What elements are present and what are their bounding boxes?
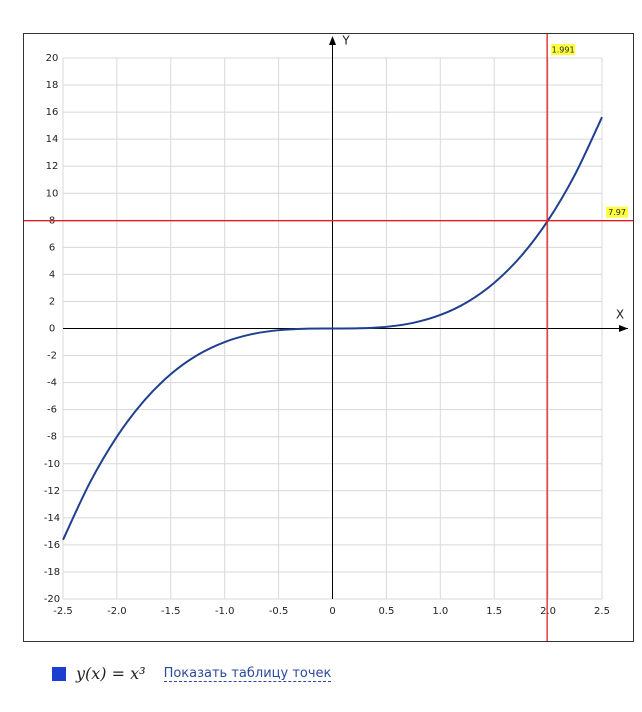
y-axis-arrow <box>329 36 336 45</box>
show-table-link[interactable]: Показать таблицу точек <box>163 665 332 682</box>
x-tick-label: 0.5 <box>378 606 394 617</box>
x-tick-label: 1.5 <box>486 606 502 617</box>
crosshair-x-label: 1.991 <box>552 46 575 55</box>
x-tick-label: -0.5 <box>269 606 289 617</box>
y-tick-label: 6 <box>49 242 55 253</box>
y-tick-label: 12 <box>46 161 59 172</box>
x-tick-label: -1.5 <box>161 606 181 617</box>
y-tick-label: 20 <box>46 53 59 64</box>
x-axis-label: X <box>616 308 624 322</box>
y-tick-label: 18 <box>46 80 59 91</box>
crosshair-y-label-bg <box>606 206 628 218</box>
crosshair-y-label: 7.97 <box>608 208 626 217</box>
y-tick-label: 14 <box>46 134 59 145</box>
legend-label: y(x) = x³ <box>76 664 146 683</box>
y-tick-label: -20 <box>44 594 60 605</box>
x-tick-label: 2.0 <box>540 606 556 617</box>
y-tick-label: -14 <box>44 513 60 524</box>
legend-swatch <box>52 666 66 681</box>
y-tick-label: -12 <box>44 486 60 497</box>
chart: -20-18-16-14-12-10-8-6-4-202468101214161… <box>23 33 634 642</box>
x-tick-label: -2.0 <box>107 606 127 617</box>
x-tick-label: -1.0 <box>215 606 235 617</box>
y-tick-label: 4 <box>49 269 55 280</box>
y-tick-label: -18 <box>44 567 60 578</box>
y-tick-label: -2 <box>47 351 57 362</box>
y-tick-label: 10 <box>46 188 59 199</box>
x-tick-label: 0 <box>329 606 335 617</box>
y-tick-label: 2 <box>49 296 55 307</box>
x-axis-arrow <box>619 325 628 332</box>
crosshair-x-label-bg <box>551 44 576 55</box>
x-tick-label: 2.5 <box>594 606 610 617</box>
x-tick-label: -2.5 <box>53 606 73 617</box>
y-tick-label: -10 <box>44 459 60 470</box>
y-tick-label: 16 <box>46 107 59 118</box>
x-tick-label: 1.0 <box>432 606 448 617</box>
curve <box>62 116 603 541</box>
y-tick-label: -8 <box>47 432 57 443</box>
y-axis-label: Y <box>341 34 350 48</box>
y-tick-label: -16 <box>44 540 60 551</box>
y-tick-label: -6 <box>47 405 57 416</box>
frame <box>23 33 634 642</box>
y-tick-label: -4 <box>47 378 57 389</box>
legend: y(x) = x³ Показать таблицу точек <box>52 664 332 683</box>
y-tick-label: 0 <box>49 324 55 335</box>
